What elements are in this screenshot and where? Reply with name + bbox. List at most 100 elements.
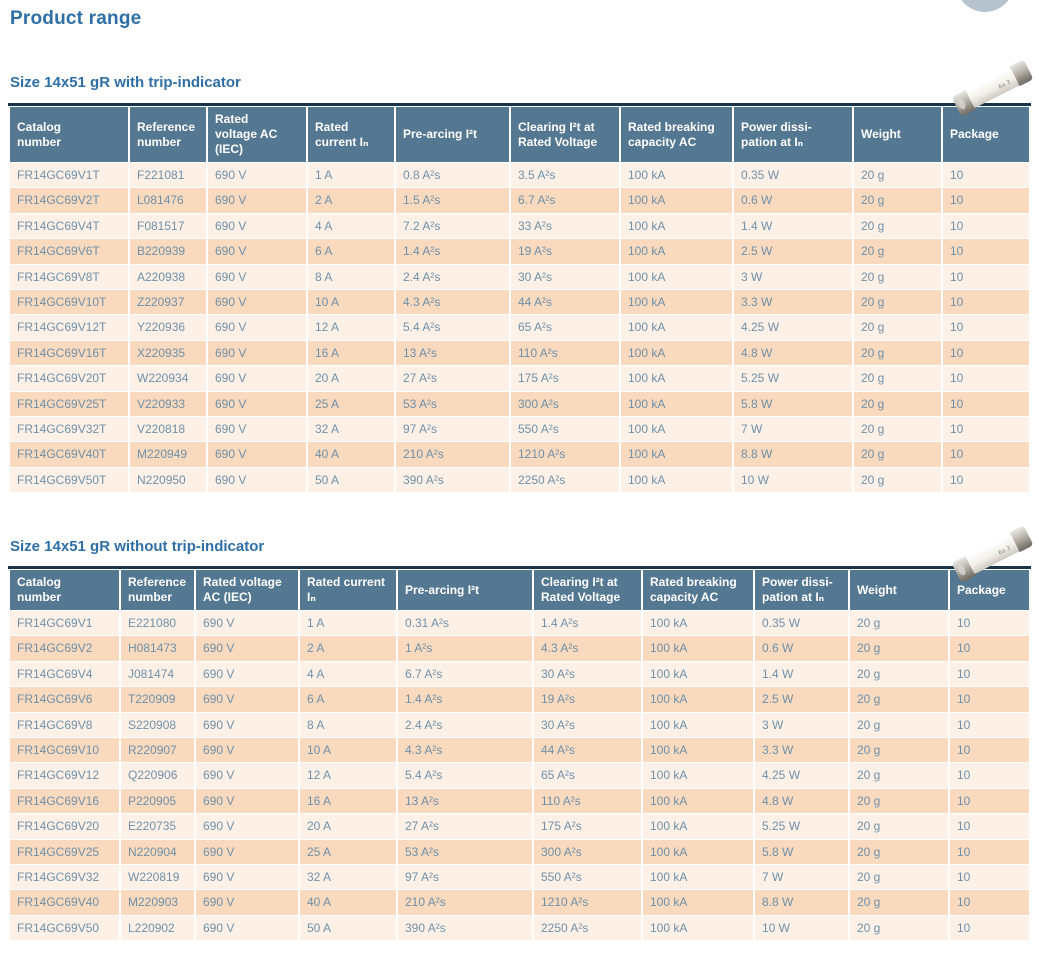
table-cell: E220735 (121, 814, 194, 839)
table-cell: 100 kA (621, 163, 732, 188)
table-cell: 4.3 A²s (534, 636, 641, 661)
table-cell: 20 g (850, 915, 948, 941)
table-cell: 10 (950, 839, 1029, 864)
table-cell: 10 (950, 763, 1029, 788)
table-cell: 2250 A²s (534, 915, 641, 941)
table-cell: 20 g (850, 661, 948, 687)
table-cell: 4 A (300, 661, 396, 687)
table-cell: 6 A (308, 239, 394, 264)
table-cell: 1.5 A²s (396, 188, 509, 213)
table-cell: 100 kA (621, 442, 732, 467)
table-cell: FR14GC69V50T (10, 467, 128, 493)
table-cell: 27 A²s (396, 366, 509, 391)
table-cell: 10 (950, 737, 1029, 763)
table-cell: 690 V (208, 442, 306, 467)
table-cell: 5.4 A²s (396, 315, 509, 340)
table-cell: 690 V (196, 661, 298, 687)
table-cell: 7 W (755, 864, 848, 890)
table-row: FR14GC69V40 M220903 690 V 40 A 210 A²s 1210 A… (10, 890, 1029, 915)
section-title-with-trip-indicator: Size 14x51 gR with trip-indicator (10, 74, 241, 91)
column-header: Clearing I²t at Rated Voltage (511, 107, 619, 162)
table-cell: FR14GC69V32T (10, 416, 128, 442)
table-cell: FR14GC69V8T (10, 264, 128, 289)
table-cell: 40 A (308, 442, 394, 467)
table-cell: 100 kA (621, 366, 732, 391)
table-cell: 10 (943, 442, 1029, 467)
table-cell: S220908 (121, 712, 194, 737)
table-cell: 10 (950, 712, 1029, 737)
table-cell: 0.35 W (755, 611, 848, 636)
table-cell: 2.4 A²s (396, 264, 509, 289)
table-cell: 100 kA (621, 264, 732, 289)
table-cell: 100 kA (621, 188, 732, 213)
table-cell: 32 A (300, 864, 396, 890)
table-cell: 5.8 W (755, 839, 848, 864)
table-cell: FR14GC69V2 (10, 636, 119, 661)
table-cell: 20 g (854, 315, 941, 340)
table-cell: 10 (950, 890, 1029, 915)
header-row: Catalog number Reference number Rated volt… (10, 570, 1029, 610)
table-cell: 5.25 W (755, 814, 848, 839)
fuse-product-photo: 6a 3 (952, 526, 1033, 582)
table-cell: 0.6 W (734, 188, 852, 213)
table-cell: 2250 A²s (511, 467, 619, 493)
table-cell: 19 A²s (534, 687, 641, 712)
table-cell: 10 (943, 188, 1029, 213)
table-cell: 100 kA (643, 864, 753, 890)
table-row: FR14GC69V20 E220735 690 V 20 A 27 A²s 175 A²s… (10, 814, 1029, 839)
column-header: Pre-arcing I²t (396, 107, 509, 162)
table-cell: 7.2 A²s (396, 213, 509, 239)
table-cell: FR14GC69V50 (10, 915, 119, 941)
table-cell: FR14GC69V20 (10, 814, 119, 839)
table-cell: 100 kA (643, 687, 753, 712)
table-cell: 690 V (196, 890, 298, 915)
table-cell: 690 V (196, 814, 298, 839)
column-header: Package (943, 107, 1029, 162)
header-row: Catalog number Reference number Rated volt… (10, 107, 1029, 162)
column-header: Rated breaking capacity AC (621, 107, 732, 162)
table-cell: 4.25 W (734, 315, 852, 340)
table-cell: FR14GC69V12 (10, 763, 119, 788)
table-cell: 25 A (300, 839, 396, 864)
table-cell: 2.5 W (755, 687, 848, 712)
table-cell: 12 A (308, 315, 394, 340)
table-row: FR14GC69V25 N220904 690 V 25 A 53 A²s 300 A²s… (10, 839, 1029, 864)
table-cell: 53 A²s (396, 391, 509, 416)
table-cell: 1.4 W (734, 213, 852, 239)
table-cell: 20 g (854, 239, 941, 264)
table-header: Catalog number Reference number Rated volt… (10, 107, 1029, 162)
table-cell: 20 g (850, 687, 948, 712)
table-cell: 10 (943, 340, 1029, 366)
table-cell: Q220906 (121, 763, 194, 788)
table-cell: 690 V (208, 467, 306, 493)
table-cell: 20 g (850, 864, 948, 890)
table-cell: 0.6 W (755, 636, 848, 661)
table-cell: 300 A²s (534, 839, 641, 864)
table-cell: 10 (943, 264, 1029, 289)
table-cell: 100 kA (643, 839, 753, 864)
table-cell: 10 A (308, 289, 394, 315)
table-cell: 100 kA (621, 340, 732, 366)
table-cell: 10 (943, 239, 1029, 264)
table-cell: 690 V (208, 289, 306, 315)
table-cell: V220933 (130, 391, 206, 416)
table-cell: 0.8 A²s (396, 163, 509, 188)
table-cell: 20 g (854, 264, 941, 289)
table-cell: 690 V (208, 239, 306, 264)
table-cell: N220950 (130, 467, 206, 493)
table-cell: 1.4 A²s (396, 239, 509, 264)
table-cell: 175 A²s (534, 814, 641, 839)
table-cell: 20 g (854, 467, 941, 493)
table-cell: 10 (950, 915, 1029, 941)
table-cell: 100 kA (621, 315, 732, 340)
table-cell: Z220937 (130, 289, 206, 315)
table-cell: 8.8 W (734, 442, 852, 467)
table-cell: F221081 (130, 163, 206, 188)
table-cell: 20 g (854, 340, 941, 366)
table-cell: 97 A²s (398, 864, 532, 890)
table-cell: 4 A (308, 213, 394, 239)
